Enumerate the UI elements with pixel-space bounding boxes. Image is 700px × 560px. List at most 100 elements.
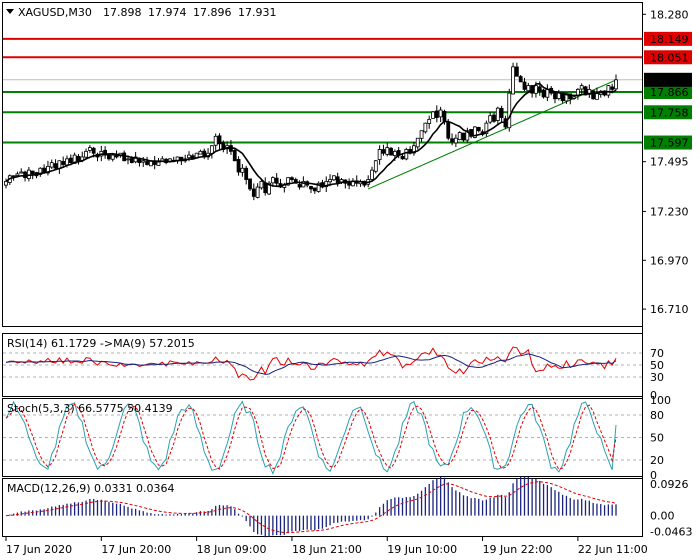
time-tick-label: 18 Jun 09:00: [197, 543, 267, 556]
candle-body: [572, 96, 576, 99]
candle-body: [606, 85, 611, 96]
time-tick-label: 17 Jun 2020: [6, 543, 72, 556]
candle-body: [84, 150, 88, 158]
candle-body: [248, 178, 252, 190]
candle-body: [26, 169, 31, 180]
candle-body: [377, 149, 382, 160]
candle-body: [541, 89, 546, 98]
candle-body: [610, 86, 615, 90]
price-tick-label: 17.495: [650, 156, 689, 169]
candle-body: [76, 155, 81, 162]
candle-body: [251, 188, 256, 197]
candle-body: [534, 85, 538, 94]
candle-body: [553, 91, 557, 100]
candle-body: [129, 158, 134, 164]
candle-body: [453, 137, 458, 144]
ohlc-open: 17.898: [103, 6, 142, 19]
ohlc-low: 17.896: [193, 6, 232, 19]
candle-body: [38, 167, 43, 175]
candle-body: [290, 177, 294, 180]
candle-body: [511, 66, 515, 95]
candle-body: [446, 122, 451, 139]
current-price-label: 17.931: [650, 74, 689, 87]
candle-body: [381, 149, 386, 154]
macd-tick-label: 0.00: [650, 510, 675, 523]
candle-body: [30, 170, 35, 175]
time-tick-label: 22 Jun 11:00: [578, 543, 648, 556]
candle-body: [217, 135, 222, 145]
candle-body: [91, 147, 96, 154]
candle-body: [522, 81, 527, 90]
candle-body: [404, 149, 409, 160]
candle-body: [236, 159, 241, 173]
level-label-3: 17.758: [650, 106, 689, 119]
candle-body: [560, 92, 565, 102]
candle-body: [213, 135, 218, 146]
rsi-tick-label: 50: [650, 359, 664, 372]
candle-body: [412, 145, 416, 154]
candle-body: [103, 149, 108, 156]
stoch-d-line: [5, 403, 617, 470]
candle-body: [198, 150, 203, 155]
candle-body: [19, 171, 24, 174]
candle-body: [259, 181, 264, 189]
level-tag-3: [644, 105, 692, 120]
rsi-tick-label: 0: [650, 389, 657, 402]
time-tick-label: 19 Jun 22:00: [483, 543, 553, 556]
moving-average-line: [5, 82, 617, 188]
candle-body: [545, 88, 550, 98]
candle-body: [476, 127, 481, 132]
candle-body: [442, 110, 447, 122]
candle-body: [495, 107, 500, 121]
candle-body: [556, 92, 561, 99]
candle-body: [46, 165, 50, 174]
stoch-label: Stoch(5,3,3) 66.5775 50.4139: [7, 402, 173, 415]
candle-body: [492, 114, 496, 122]
candle-body: [274, 177, 279, 184]
candle-body: [53, 163, 58, 169]
candle-body: [126, 158, 130, 161]
candle-body: [331, 175, 336, 181]
time-tick-label: 18 Jun 21:00: [292, 543, 362, 556]
time-tick-label: 17 Jun 20:00: [101, 543, 171, 556]
candle-body: [335, 176, 340, 184]
indicators-layer: [3, 346, 642, 538]
candle-body: [286, 177, 291, 186]
candle-body: [297, 184, 302, 188]
rsi-ma-line: [5, 353, 617, 375]
candle-body: [419, 130, 424, 139]
axis-layer: 18.149 18.051 17.866 17.758 17.597 17.931 18.2…: [5, 8, 692, 556]
price-tick-label: 16.970: [650, 254, 689, 267]
stoch-tick-label: 20: [650, 454, 664, 467]
dropdown-triangle-icon[interactable]: [6, 9, 14, 14]
candle-body: [385, 147, 390, 155]
candle-body: [514, 66, 519, 77]
ohlc-close: 17.931: [238, 6, 277, 19]
current-price-tag: [644, 72, 692, 87]
candle-body: [187, 154, 191, 159]
candle-body: [244, 167, 249, 180]
candle-body: [389, 147, 393, 156]
candle-body: [431, 111, 435, 119]
candle-body: [438, 109, 443, 118]
rsi-tick-label: 30: [650, 371, 664, 384]
candle-body: [415, 137, 420, 148]
level-tag-0: [644, 31, 692, 46]
candle-body: [11, 175, 16, 178]
candle-body: [61, 161, 66, 165]
level-tag-1: [644, 50, 692, 65]
candle-body: [564, 92, 569, 102]
candle-body: [270, 177, 275, 184]
candle-body: [488, 115, 493, 123]
candle-body: [579, 85, 584, 90]
candle-body: [301, 181, 306, 188]
candle-body: [400, 155, 405, 160]
candle-body: [156, 160, 161, 166]
candle-body: [473, 126, 477, 138]
candle-body: [4, 181, 8, 186]
macd-label: MACD(12,26,9) 0.0331 0.0364: [7, 482, 175, 495]
candle-body: [232, 150, 237, 162]
candle-body: [484, 122, 489, 134]
symbol-title: XAGUSD,M30: [18, 6, 92, 19]
